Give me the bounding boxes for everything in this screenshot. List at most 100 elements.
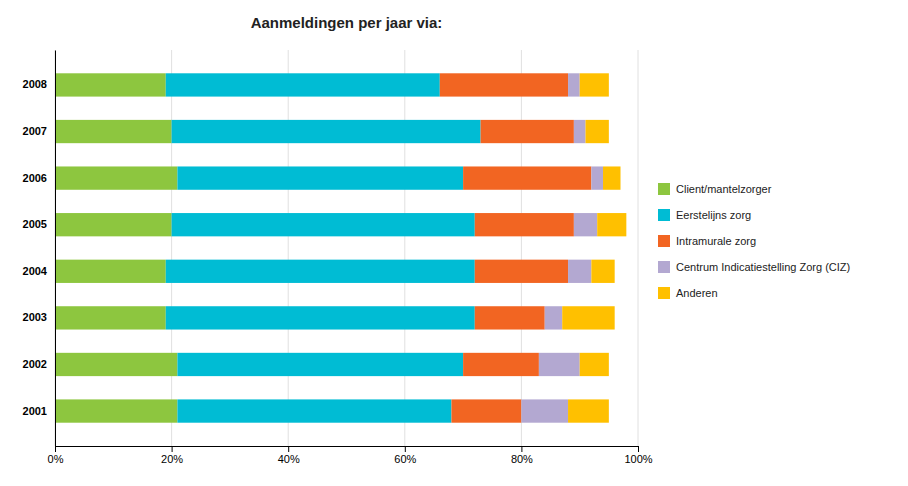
bar [177,399,451,422]
legend-item: Anderen [658,287,718,299]
bar [177,353,463,376]
tick-label: 40% [278,453,300,465]
bar [463,353,539,376]
grid-line [288,50,289,446]
bar-series [562,73,626,422]
tick-label: 2008 [23,78,47,90]
bar [166,260,475,283]
tick-mark [405,446,406,452]
y-axis: 2008 2007 2006 2005 2004 2003 2002 2001 [23,51,56,447]
bar [55,213,172,236]
y-tick: 2003 [23,311,47,323]
bar [603,166,620,189]
bar [55,353,177,376]
bar [580,353,609,376]
axis-domain [56,447,639,453]
bar [580,73,609,96]
bar [568,260,591,283]
x-tick: 0% [48,446,64,465]
x-tick: 60% [394,446,416,465]
legend-item: Client/mantelzorger [658,183,772,195]
bar [574,213,597,236]
y-tick: 2005 [23,218,47,230]
legend-item: Intramurale zorg [658,235,756,247]
x-tick: 20% [161,446,183,465]
x-tick: 40% [278,446,300,465]
y-tick: 2001 [23,405,47,417]
legend-swatch [658,261,670,273]
chart-container: 0%20%40%60%80%100%2008200720062005200420… [0,0,908,486]
bar [166,73,440,96]
tick-label: 2003 [23,311,47,323]
grid-line [638,50,639,446]
tick-label: 2006 [23,172,47,184]
bar [521,399,568,422]
tick-label: 2002 [23,358,47,370]
bar [591,260,614,283]
tick-label: 80% [511,453,533,465]
legend-swatch [658,235,670,247]
legend: Client/mantelzorger Eerstelijns zorg Intra… [658,183,850,299]
grid-line [171,50,172,446]
tick-label: 2001 [23,405,47,417]
y-tick: 2007 [23,125,47,137]
legend-swatch [658,209,670,221]
bar [597,213,626,236]
bar [177,166,463,189]
bar-series [55,73,177,422]
bar [440,73,568,96]
axis-domain [55,51,56,447]
bar [463,166,591,189]
bar [55,166,177,189]
bar [55,306,166,329]
y-tick: 2002 [23,358,47,370]
bar [562,306,614,329]
legend-swatch [658,183,670,195]
bar [475,306,545,329]
bar [591,166,603,189]
legend-item: Eerstelijns zorg [658,209,751,221]
legend-label: Intramurale zorg [676,235,756,247]
y-tick: 2004 [23,265,48,277]
grid-line [404,50,405,446]
tick-label: 0% [48,453,64,465]
bar-series [440,73,592,422]
legend-swatch [658,287,670,299]
tick-mark [55,446,56,452]
bar [586,120,609,143]
bar [475,213,574,236]
legend-label: Anderen [676,287,718,299]
grid [55,50,638,446]
bar [475,260,568,283]
x-tick: 80% [511,446,533,465]
chart-svg: 0%20%40%60%80%100%2008200720062005200420… [0,0,908,486]
tick-label: 60% [394,453,416,465]
bar [166,306,475,329]
bar [55,399,177,422]
bars [55,73,626,422]
bar [55,260,166,283]
tick-label: 2007 [23,125,47,137]
bar [172,213,475,236]
bar [545,306,562,329]
bar [55,120,172,143]
tick-mark [288,446,289,452]
bar [568,399,609,422]
tick-mark [172,446,173,452]
grid-line [55,50,56,446]
bar [574,120,586,143]
tick-mark [521,446,522,452]
tick-label: 100% [624,453,652,465]
bar [451,399,521,422]
x-axis: 0% 20% 40% 60% 80% 100% [48,446,653,465]
x-tick: 100% [624,446,652,465]
bar [172,120,481,143]
tick-label: 20% [161,453,183,465]
y-tick: 2008 [23,78,47,90]
bar [539,353,580,376]
bar [55,73,166,96]
title: Aanmeldingen per jaar via: [251,14,443,31]
legend-label: Client/mantelzorger [676,183,772,195]
tick-mark [638,446,639,452]
legend-label: Centrum Indicatiestelling Zorg (CIZ) [676,261,850,273]
